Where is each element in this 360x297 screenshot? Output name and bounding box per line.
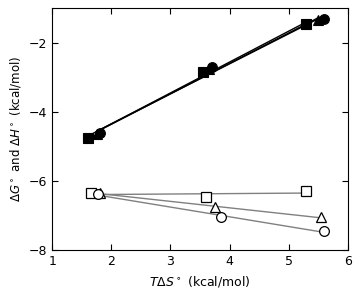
X-axis label: $T\Delta S^\circ$ (kcal/mol): $T\Delta S^\circ$ (kcal/mol): [149, 274, 251, 289]
Y-axis label: $\Delta G^\circ$ and $\Delta H^\circ$ (kcal/mol): $\Delta G^\circ$ and $\Delta H^\circ$ (k…: [8, 56, 23, 202]
